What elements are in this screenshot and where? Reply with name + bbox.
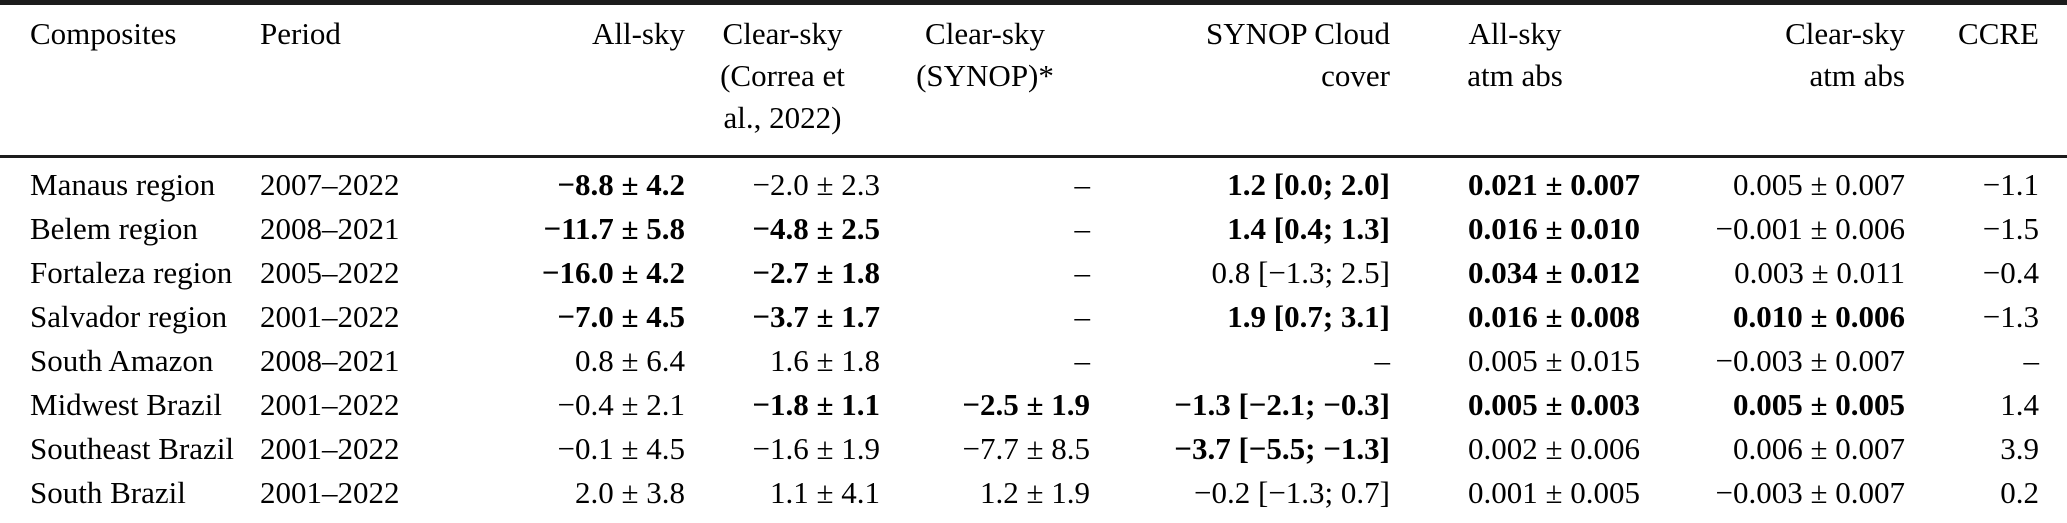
cell-composite: Midwest Brazil (30, 387, 222, 422)
header-all-sky: All-sky (592, 16, 685, 51)
cell-ccre: −1.5 (1982, 211, 2039, 246)
cell-clear-sky-atm-abs: −0.003 ± 0.007 (1715, 343, 1906, 378)
cell-all-sky-atm-abs: 0.016 ± 0.008 (1467, 299, 1640, 334)
cell-clear-sky-correa: 1.1 ± 4.1 (769, 475, 880, 510)
cell-synop-cloud-cover: 0.8 [−1.3; 2.5] (1211, 255, 1391, 290)
cell-clear-sky-synop: – (1074, 167, 1091, 202)
cell-synop-cloud-cover: −0.2 [−1.3; 0.7] (1194, 475, 1390, 510)
cell-composite: Belem region (30, 211, 198, 246)
cell-period: 2001–2022 (260, 475, 400, 510)
cell-synop-cloud-cover: 1.2 [0.0; 2.0] (1227, 167, 1390, 202)
cell-clear-sky-correa: −4.8 ± 2.5 (752, 211, 880, 246)
cell-synop-cloud-cover: 1.9 [0.7; 3.1] (1227, 299, 1390, 334)
cell-period: 2001–2022 (260, 387, 400, 422)
cell-clear-sky-correa: −2.7 ± 1.8 (752, 255, 880, 290)
cell-period: 2005–2022 (260, 255, 400, 290)
cell-all-sky: −11.7 ± 5.8 (543, 211, 685, 246)
cell-clear-sky-synop: 1.2 ± 1.9 (979, 475, 1090, 510)
cell-all-sky: −0.1 ± 4.5 (557, 431, 686, 466)
header-period: Period (260, 16, 341, 51)
cell-clear-sky-correa: −1.6 ± 1.9 (752, 431, 881, 466)
table-row: South Brazil 2001–2022 2.0 ± 3.8 1.1 ± 4… (0, 471, 2067, 523)
table-row: Manaus region 2007–2022 −8.8 ± 4.2 −2.0 … (0, 157, 2067, 208)
cell-composite: Fortaleza region (30, 255, 233, 290)
cell-period: 2008–2021 (260, 211, 400, 246)
cell-ccre: 1.4 (2000, 387, 2039, 422)
cell-clear-sky-atm-abs: 0.010 ± 0.006 (1732, 299, 1905, 334)
cell-clear-sky-atm-abs: 0.005 ± 0.005 (1732, 387, 1905, 422)
cell-clear-sky-synop: −2.5 ± 1.9 (962, 387, 1090, 422)
cell-clear-sky-correa: 1.6 ± 1.8 (769, 343, 880, 378)
cell-period: 2001–2022 (260, 299, 400, 334)
cell-clear-sky-synop: – (1074, 343, 1091, 378)
cell-all-sky-atm-abs: 0.005 ± 0.015 (1467, 343, 1640, 378)
cell-ccre: −0.4 (1982, 255, 2039, 290)
cell-all-sky-atm-abs: 0.021 ± 0.007 (1467, 167, 1640, 202)
header-ccre: CCRE (1958, 16, 2039, 51)
cell-ccre: −1.3 (1982, 299, 2039, 334)
cell-all-sky: −0.4 ± 2.1 (557, 387, 686, 422)
cell-clear-sky-correa: −1.8 ± 1.1 (752, 387, 880, 422)
cell-all-sky: −16.0 ± 4.2 (541, 255, 685, 290)
cell-all-sky: 2.0 ± 3.8 (574, 475, 685, 510)
cell-clear-sky-correa: −3.7 ± 1.7 (752, 299, 880, 334)
cell-period: 2007–2022 (260, 167, 400, 202)
table-row: South Amazon 2008–2021 0.8 ± 6.4 1.6 ± 1… (0, 339, 2067, 383)
table-row: Southeast Brazil 2001–2022 −0.1 ± 4.5 −1… (0, 427, 2067, 471)
cell-composite: South Brazil (30, 475, 186, 510)
cell-synop-cloud-cover: 1.4 [0.4; 1.3] (1227, 211, 1390, 246)
cell-synop-cloud-cover: −3.7 [−5.5; −1.3] (1174, 431, 1390, 466)
cell-clear-sky-atm-abs: 0.005 ± 0.007 (1732, 167, 1905, 202)
cell-clear-sky-synop: – (1074, 255, 1091, 290)
cell-all-sky-atm-abs: 0.001 ± 0.005 (1467, 475, 1640, 510)
cell-all-sky-atm-abs: 0.005 ± 0.003 (1467, 387, 1640, 422)
table-header: Composites Period All-sky Clear-sky (Cor… (0, 3, 2067, 157)
table-row: Fortaleza region 2005–2022 −16.0 ± 4.2 −… (0, 251, 2067, 295)
cell-clear-sky-atm-abs: −0.001 ± 0.006 (1715, 211, 1906, 246)
cell-ccre: – (2023, 343, 2040, 378)
cell-clear-sky-atm-abs: −0.003 ± 0.007 (1715, 475, 1906, 510)
cell-clear-sky-atm-abs: 0.006 ± 0.007 (1732, 431, 1905, 466)
cell-synop-cloud-cover: −1.3 [−2.1; −0.3] (1174, 387, 1390, 422)
cell-all-sky-atm-abs: 0.016 ± 0.010 (1467, 211, 1640, 246)
table-row: Midwest Brazil 2001–2022 −0.4 ± 2.1 −1.8… (0, 383, 2067, 427)
cell-all-sky: −7.0 ± 4.5 (557, 299, 685, 334)
cell-synop-cloud-cover: – (1374, 343, 1391, 378)
cell-clear-sky-synop: – (1074, 211, 1091, 246)
cell-clear-sky-atm-abs: 0.003 ± 0.011 (1734, 255, 1905, 290)
table-row: Belem region 2008–2021 −11.7 ± 5.8 −4.8 … (0, 207, 2067, 251)
cell-all-sky: 0.8 ± 6.4 (574, 343, 685, 378)
cell-all-sky: −8.8 ± 4.2 (557, 167, 685, 202)
header-composites: Composites (30, 16, 177, 51)
header-row: Composites Period All-sky Clear-sky (Cor… (0, 3, 2067, 157)
table-row: Salvador region 2001–2022 −7.0 ± 4.5 −3.… (0, 295, 2067, 339)
cell-all-sky-atm-abs: 0.034 ± 0.012 (1467, 255, 1640, 290)
cell-clear-sky-correa: −2.0 ± 2.3 (752, 167, 881, 202)
cell-all-sky-atm-abs: 0.002 ± 0.006 (1467, 431, 1640, 466)
cell-composite: Salvador region (30, 299, 228, 334)
header-all-sky-atm-abs: All-sky atm abs (1467, 16, 1563, 93)
header-clear-sky-correa: Clear-sky (Correa et al., 2022) (720, 16, 845, 135)
cell-clear-sky-synop: −7.7 ± 8.5 (962, 431, 1091, 466)
cell-ccre: 3.9 (2000, 431, 2039, 466)
cell-composite: Southeast Brazil (30, 431, 235, 466)
cell-period: 2008–2021 (260, 343, 400, 378)
header-clear-sky-synop: Clear-sky (SYNOP)* (916, 16, 1054, 93)
header-clear-sky-atm-abs: Clear-sky atm abs (1785, 16, 1905, 93)
cell-clear-sky-synop: – (1074, 299, 1091, 334)
cell-composite: Manaus region (30, 167, 216, 202)
header-synop-cloud-cover: SYNOP Cloud cover (1205, 16, 1390, 93)
table-body: Manaus region 2007–2022 −8.8 ± 4.2 −2.0 … (0, 157, 2067, 523)
cell-ccre: 0.2 (2000, 475, 2039, 510)
cell-ccre: −1.1 (1982, 167, 2039, 202)
cell-composite: South Amazon (30, 343, 214, 378)
cell-period: 2001–2022 (260, 431, 400, 466)
